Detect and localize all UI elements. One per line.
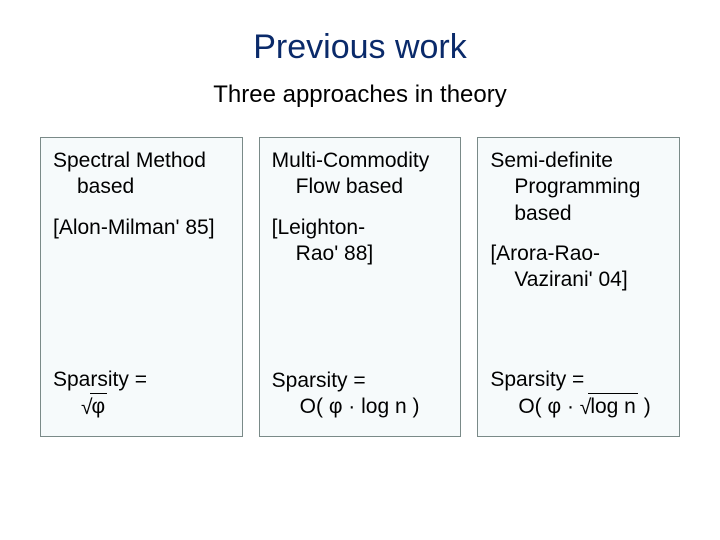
sparsity-label: Sparsity =	[272, 368, 449, 394]
heading-line2: Flow based	[272, 174, 449, 200]
slide-title: Previous work	[40, 28, 680, 67]
sparsity-prefix: O( φ ·	[518, 395, 579, 418]
radicand: φ	[90, 393, 108, 420]
heading-line2: Programming based	[490, 174, 667, 227]
column-reference: [Alon-Milman' 85]	[53, 215, 230, 241]
sparsity-block: Sparsity = O( φ · log n )	[490, 359, 667, 421]
heading-line1: Multi-Commodity	[272, 149, 430, 172]
slide: Previous work Three approaches in theory…	[0, 0, 720, 540]
ref-line2: Vazirani' 04]	[490, 267, 667, 293]
sparsity-suffix: )	[638, 395, 651, 418]
column-heading: Semi-definite Programming based	[490, 148, 667, 227]
sparsity-expression: O( φ · log n )	[490, 393, 667, 420]
ref-line1: [Leighton-	[272, 216, 365, 239]
sparsity-text: O( φ · log n )	[300, 395, 420, 418]
column-heading: Multi-Commodity Flow based	[272, 148, 449, 201]
heading-line2: based	[53, 174, 230, 200]
ref-line1: [Alon-Milman' 85]	[53, 216, 215, 239]
sparsity-block: Sparsity = φ	[53, 359, 230, 421]
sparsity-expression: φ	[53, 393, 230, 420]
column-multicommodity: Multi-Commodity Flow based [Leighton- Ra…	[259, 137, 462, 437]
column-spectral: Spectral Method based [Alon-Milman' 85] …	[40, 137, 243, 437]
sqrt-logn: log n	[580, 393, 638, 420]
column-reference: [Leighton- Rao' 88]	[272, 215, 449, 268]
columns-container: Spectral Method based [Alon-Milman' 85] …	[40, 137, 680, 437]
column-reference: [Arora-Rao- Vazirani' 04]	[490, 241, 667, 294]
column-heading: Spectral Method based	[53, 148, 230, 201]
ref-line1: [Arora-Rao-	[490, 242, 600, 265]
sparsity-expression: O( φ · log n )	[272, 394, 449, 420]
heading-line1: Spectral Method	[53, 149, 206, 172]
radicand: log n	[588, 393, 638, 420]
sparsity-label: Sparsity =	[53, 367, 230, 393]
sqrt-phi: φ	[81, 393, 107, 420]
column-sdp: Semi-definite Programming based [Arora-R…	[477, 137, 680, 437]
heading-line1: Semi-definite	[490, 149, 613, 172]
slide-subtitle: Three approaches in theory	[40, 81, 680, 109]
sparsity-label: Sparsity =	[490, 367, 667, 393]
sparsity-block: Sparsity = O( φ · log n )	[272, 360, 449, 421]
ref-line2: Rao' 88]	[272, 241, 449, 267]
